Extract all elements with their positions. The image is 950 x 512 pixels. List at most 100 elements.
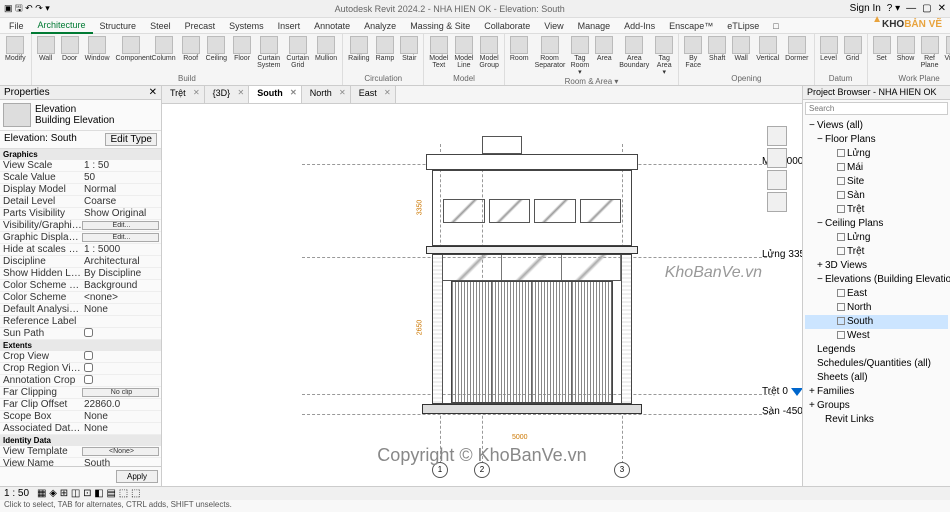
- tab-close-icon[interactable]: ✕: [238, 88, 245, 97]
- ribbon-button[interactable]: Model Text: [427, 35, 450, 70]
- ribbon-button[interactable]: Ceiling: [204, 35, 229, 63]
- tree-item[interactable]: Lửng: [805, 231, 948, 245]
- ribbon-tab[interactable]: File: [2, 19, 31, 33]
- ribbon-button[interactable]: Area Boundary: [617, 35, 651, 70]
- tree-item[interactable]: −Ceiling Plans: [805, 217, 948, 231]
- ribbon-button[interactable]: Model Line: [452, 35, 475, 70]
- ribbon-button[interactable]: Wall: [730, 35, 752, 63]
- ribbon-button[interactable]: Component: [114, 35, 148, 63]
- ribbon-button[interactable]: Grid: [842, 35, 864, 63]
- view-tab[interactable]: South✕: [249, 86, 302, 103]
- tree-item[interactable]: Mái: [805, 161, 948, 175]
- view-tab[interactable]: East✕: [351, 86, 396, 103]
- props-row[interactable]: Reference Label: [0, 316, 161, 328]
- status-scale[interactable]: 1 : 50: [4, 488, 29, 499]
- ribbon-tab[interactable]: Steel: [143, 19, 178, 33]
- props-row[interactable]: Crop View: [0, 351, 161, 363]
- nav-cube[interactable]: [758, 124, 796, 244]
- drawing-canvas[interactable]: Mái6000Lửng3350Trệt0Sàn-450 1 2 3: [162, 104, 802, 486]
- ribbon-button[interactable]: Room Separator: [533, 35, 567, 70]
- ribbon-tab[interactable]: Massing & Site: [403, 19, 477, 33]
- ribbon-button[interactable]: Set: [871, 35, 893, 63]
- ribbon-tab[interactable]: Analyze: [357, 19, 403, 33]
- tab-close-icon[interactable]: ✕: [384, 88, 391, 97]
- tree-item[interactable]: +Families: [805, 385, 948, 399]
- min-icon[interactable]: —: [906, 3, 916, 14]
- tab-close-icon[interactable]: ✕: [193, 88, 200, 97]
- qat[interactable]: ▣ 🖫 ↶ ↷ ▾: [4, 1, 50, 17]
- ribbon-tab[interactable]: Systems: [222, 19, 271, 33]
- ribbon-button[interactable]: Vertical: [754, 35, 781, 63]
- ribbon-button[interactable]: Show: [895, 35, 917, 63]
- ribbon-tab[interactable]: Add-Ins: [617, 19, 662, 33]
- ribbon-tab[interactable]: □: [766, 19, 785, 33]
- ribbon-button[interactable]: Model Group: [477, 35, 500, 70]
- ribbon-button[interactable]: Shaft: [706, 35, 728, 63]
- browser-search-input[interactable]: [805, 102, 948, 115]
- ribbon-button[interactable]: Area: [593, 35, 615, 63]
- grid-bubble[interactable]: 3: [614, 462, 630, 478]
- ribbon-button[interactable]: Tag Room ▾: [569, 35, 592, 77]
- props-row[interactable]: Visibility/Graphics Overrid..Edit...: [0, 220, 161, 232]
- view-tab[interactable]: North✕: [302, 86, 351, 103]
- apply-button[interactable]: Apply: [116, 470, 158, 483]
- props-row[interactable]: Sun Path: [0, 328, 161, 340]
- ribbon-tab[interactable]: Architecture: [31, 18, 93, 34]
- ribbon-button[interactable]: Level: [818, 35, 840, 63]
- ribbon-button[interactable]: Ramp: [374, 35, 397, 63]
- tree-item[interactable]: Lửng: [805, 147, 948, 161]
- ribbon-tab[interactable]: Enscape™: [662, 19, 720, 33]
- ribbon-button[interactable]: Railing: [346, 35, 371, 63]
- ribbon-tab[interactable]: Precast: [178, 19, 223, 33]
- ribbon-button[interactable]: Floor: [231, 35, 253, 63]
- props-row[interactable]: Far ClippingNo clip: [0, 387, 161, 399]
- tree-item[interactable]: −Floor Plans: [805, 133, 948, 147]
- tree-item[interactable]: Trệt: [805, 203, 948, 217]
- ribbon-tab[interactable]: Structure: [93, 19, 144, 33]
- tab-close-icon[interactable]: ✕: [290, 88, 297, 97]
- properties-close-icon[interactable]: ✕: [149, 87, 157, 98]
- tree-item[interactable]: East: [805, 287, 948, 301]
- ribbon-tab[interactable]: View: [537, 19, 570, 33]
- ribbon-button[interactable]: Column: [150, 35, 178, 63]
- props-row[interactable]: Scale Value50: [0, 172, 161, 184]
- props-row[interactable]: Color Scheme<none>: [0, 292, 161, 304]
- level-marker[interactable]: Lửng3350: [762, 249, 802, 260]
- tree-item[interactable]: Sàn: [805, 189, 948, 203]
- ribbon-tab[interactable]: Insert: [271, 19, 308, 33]
- edit-type-button[interactable]: Edit Type: [105, 133, 157, 146]
- tree-item[interactable]: +Groups: [805, 399, 948, 413]
- tree-item[interactable]: Trệt: [805, 245, 948, 259]
- tree-item[interactable]: −Elevations (Building Elevation): [805, 273, 948, 287]
- ribbon-tab[interactable]: Collaborate: [477, 19, 537, 33]
- view-tab[interactable]: {3D}✕: [205, 86, 250, 103]
- tree-item[interactable]: +3D Views: [805, 259, 948, 273]
- type-selector[interactable]: Elevation Building Elevation: [0, 100, 161, 131]
- props-row[interactable]: Crop Region Visible: [0, 363, 161, 375]
- ribbon-button[interactable]: Tag Area ▾: [653, 35, 675, 77]
- ribbon-tab[interactable]: eTLipse: [720, 19, 766, 33]
- status-icons[interactable]: ▦ ◈ ⊞ ◫ ⊡ ◧ ▤ ⬚ ⬚: [37, 488, 140, 499]
- ribbon-button[interactable]: Mullion: [313, 35, 339, 63]
- tab-close-icon[interactable]: ✕: [339, 88, 346, 97]
- props-row[interactable]: Parts VisibilityShow Original: [0, 208, 161, 220]
- tree-item[interactable]: −Views (all): [805, 119, 948, 133]
- help-icon[interactable]: ? ▾: [887, 3, 900, 14]
- view-tab[interactable]: Trệt✕: [162, 86, 205, 103]
- max-icon[interactable]: ▢: [922, 3, 931, 14]
- tree-item[interactable]: Site: [805, 175, 948, 189]
- tree-item[interactable]: West: [805, 329, 948, 343]
- props-row[interactable]: Color Scheme LocationBackground: [0, 280, 161, 292]
- ribbon-button[interactable]: Ref Plane: [919, 35, 941, 70]
- ribbon-button[interactable]: Door: [59, 35, 81, 63]
- props-row[interactable]: Show Hidden LinesBy Discipline: [0, 268, 161, 280]
- tree-item[interactable]: Sheets (all): [805, 371, 948, 385]
- tree-item[interactable]: North: [805, 301, 948, 315]
- ribbon-button[interactable]: Room: [508, 35, 531, 63]
- level-marker[interactable]: Sàn-450: [762, 406, 802, 417]
- props-row[interactable]: Annotation Crop: [0, 375, 161, 387]
- ribbon-button[interactable]: Stair: [398, 35, 420, 63]
- props-row[interactable]: DisciplineArchitectural: [0, 256, 161, 268]
- props-row[interactable]: Hide at scales coarser than1 : 5000: [0, 244, 161, 256]
- ribbon-button[interactable]: Roof: [180, 35, 202, 63]
